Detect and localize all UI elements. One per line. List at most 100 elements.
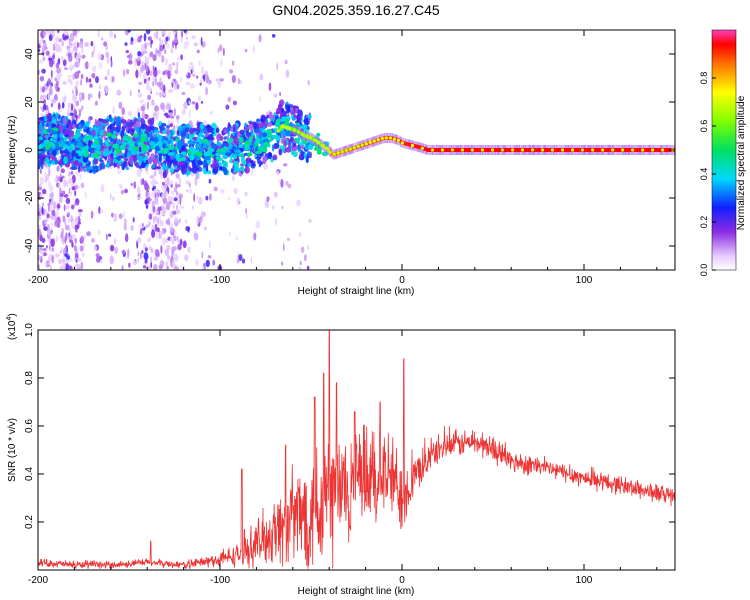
band-blob: [156, 166, 161, 170]
band-blob: [233, 166, 239, 173]
band-blob: [297, 114, 303, 122]
noise-blob: [244, 48, 248, 53]
noise-blob: [63, 261, 66, 270]
ridge-spot: [149, 140, 156, 146]
ridge-segment: [445, 148, 447, 152]
band-blob: [267, 121, 273, 127]
band-blob: [297, 144, 302, 152]
ridge-spot: [266, 128, 272, 135]
noise-blob: [307, 245, 310, 250]
noise-blob: [50, 215, 55, 221]
ridge-spot: [46, 128, 53, 133]
ridge-segment: [537, 148, 539, 152]
noise-blob: [165, 238, 168, 244]
noise-blob: [116, 89, 122, 96]
noise-blob: [104, 76, 108, 81]
noise-blob: [285, 69, 290, 78]
noise-blob: [164, 190, 167, 198]
noise-blob: [180, 76, 183, 83]
ridge-dot: [376, 138, 380, 142]
ridge-segment: [634, 148, 636, 152]
ridge-spot: [110, 138, 114, 143]
noise-blob: [137, 238, 142, 244]
noise-blob: [298, 266, 302, 270]
band-blob: [279, 145, 283, 150]
noise-blob: [158, 69, 161, 75]
noise-blob: [134, 38, 138, 44]
noise-blob: [70, 170, 74, 175]
noise-blob: [118, 213, 123, 220]
ridge-spot: [204, 152, 211, 157]
band-blob: [290, 149, 294, 156]
ridge-segment: [658, 148, 660, 152]
ridge-dot: [470, 148, 474, 152]
noise-blob: [93, 44, 96, 54]
noise-blob: [148, 213, 153, 220]
noise-blob: [170, 47, 174, 54]
ridge-spot: [104, 140, 109, 145]
ridge-segment: [348, 147, 350, 152]
noise-blob: [266, 196, 270, 202]
noise-blob: [42, 31, 47, 37]
noise-blob: [156, 223, 159, 227]
noise-blob: [188, 110, 191, 119]
ridge-spot: [163, 149, 168, 155]
band-blob: [285, 146, 291, 153]
ridge-segment: [557, 148, 560, 152]
noise-blob: [77, 42, 80, 48]
noise-blob: [139, 228, 143, 236]
noise-blob: [273, 191, 278, 198]
ridge-segment: [517, 148, 519, 152]
band-blob: [159, 125, 163, 130]
ridge-spot: [211, 143, 217, 150]
ridge-segment: [514, 148, 516, 152]
ridge-segment: [434, 148, 436, 152]
noise-blob: [114, 246, 119, 254]
ridge-segment: [625, 148, 627, 152]
noise-blob: [187, 246, 191, 254]
band-blob: [245, 132, 252, 138]
snr-xtick-label: -200: [28, 575, 48, 586]
noise-blob: [146, 150, 150, 157]
noise-blob: [145, 30, 151, 35]
noise-blob: [48, 261, 50, 266]
noise-blob: [74, 216, 79, 225]
ridge-segment: [588, 148, 590, 152]
noise-blob: [143, 32, 147, 42]
noise-blob: [151, 100, 155, 107]
noise-blob: [94, 100, 98, 106]
noise-blob: [200, 66, 205, 75]
noise-blob: [181, 30, 183, 38]
noise-blob: [255, 220, 260, 229]
noise-blob: [276, 171, 279, 176]
noise-blob: [130, 182, 134, 187]
band-blob: [208, 136, 215, 141]
ridge-spot: [90, 144, 97, 149]
ridge-segment: [506, 148, 508, 152]
noise-blob: [195, 259, 199, 266]
noise-blob: [57, 176, 61, 181]
band-blob: [52, 114, 56, 118]
noise-blob: [145, 191, 149, 199]
noise-blob: [139, 99, 145, 104]
noise-blob: [145, 224, 149, 228]
ridge-segment: [519, 148, 521, 152]
ridge-dot: [661, 148, 665, 152]
noise-blob: [173, 36, 178, 44]
noise-blob: [56, 165, 60, 172]
ridge-dot: [288, 127, 292, 131]
noise-blob: [88, 78, 92, 83]
noise-blob: [172, 40, 175, 49]
ridge-dot: [292, 128, 296, 132]
noise-blob: [51, 247, 55, 252]
noise-blob: [285, 180, 289, 186]
noise-blob: [59, 250, 62, 254]
noise-blob: [163, 84, 166, 94]
noise-blob: [150, 256, 153, 264]
band-blob: [106, 162, 110, 168]
band-blob: [305, 119, 309, 125]
noise-blob: [164, 248, 169, 256]
ridge-segment: [575, 148, 577, 152]
noise-blob: [150, 248, 154, 254]
